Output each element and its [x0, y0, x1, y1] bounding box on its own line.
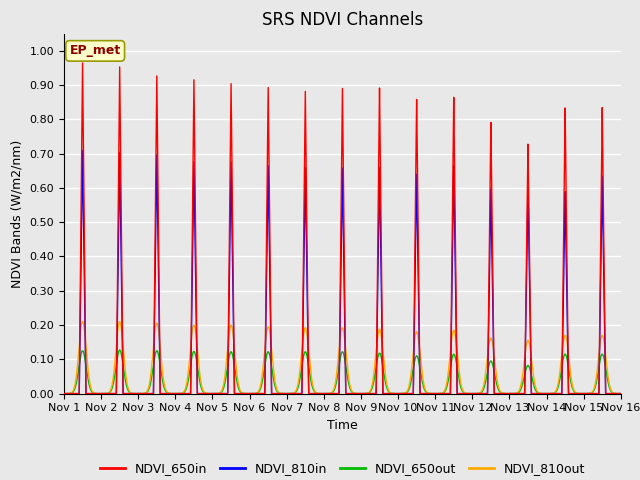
Y-axis label: NDVI Bands (W/m2/nm): NDVI Bands (W/m2/nm): [11, 140, 24, 288]
NDVI_810out: [419, 378, 427, 384]
NDVI_810in: [173, 391, 181, 396]
NDVI_810in: [79, 147, 86, 153]
NDVI_810out: [506, 391, 513, 396]
NDVI_650in: [419, 391, 427, 396]
NDVI_810in: [419, 391, 427, 396]
Line: NDVI_810in: NDVI_810in: [64, 150, 621, 394]
NDVI_810in: [60, 391, 68, 396]
NDVI_810out: [499, 390, 506, 396]
NDVI_650out: [419, 383, 427, 389]
NDVI_650in: [499, 391, 506, 396]
NDVI_810out: [269, 357, 276, 363]
NDVI_650in: [173, 391, 181, 396]
NDVI_650in: [179, 391, 187, 396]
NDVI_650in: [617, 391, 625, 396]
NDVI_810out: [615, 391, 623, 396]
NDVI_650in: [60, 391, 68, 396]
NDVI_650out: [173, 391, 181, 396]
NDVI_650out: [60, 391, 68, 396]
NDVI_810out: [173, 391, 181, 396]
NDVI_650out: [506, 391, 513, 396]
NDVI_810out: [79, 319, 86, 324]
NDVI_650in: [269, 391, 276, 396]
NDVI_650in: [79, 60, 86, 66]
Line: NDVI_810out: NDVI_810out: [64, 322, 621, 394]
NDVI_650out: [617, 391, 625, 396]
Line: NDVI_650out: NDVI_650out: [64, 350, 621, 394]
NDVI_650out: [615, 391, 623, 396]
X-axis label: Time: Time: [327, 419, 358, 432]
NDVI_810in: [179, 391, 187, 396]
Text: EP_met: EP_met: [70, 44, 121, 58]
NDVI_810in: [269, 391, 276, 396]
NDVI_810in: [499, 391, 506, 396]
NDVI_810in: [615, 391, 623, 396]
NDVI_810out: [617, 391, 625, 396]
NDVI_810out: [60, 391, 68, 396]
NDVI_650out: [179, 390, 187, 396]
NDVI_650out: [269, 370, 276, 375]
NDVI_650in: [615, 391, 623, 396]
NDVI_810in: [617, 391, 625, 396]
Line: NDVI_650in: NDVI_650in: [64, 63, 621, 394]
Title: SRS NDVI Channels: SRS NDVI Channels: [262, 11, 423, 29]
NDVI_650out: [116, 347, 124, 353]
NDVI_810out: [179, 390, 187, 396]
Legend: NDVI_650in, NDVI_810in, NDVI_650out, NDVI_810out: NDVI_650in, NDVI_810in, NDVI_650out, NDV…: [95, 457, 590, 480]
NDVI_650out: [499, 390, 506, 396]
